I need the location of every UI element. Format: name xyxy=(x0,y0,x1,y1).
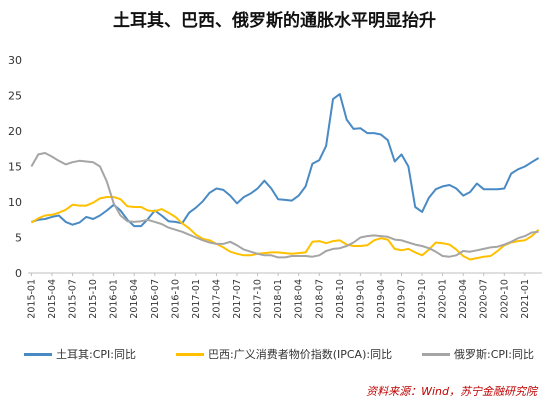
x-tick-label: 2017-07 xyxy=(232,279,243,319)
x-tick-label: 2016-07 xyxy=(150,279,161,319)
y-tick-label: 25 xyxy=(8,90,22,103)
series-line-0 xyxy=(31,93,540,228)
source-note: 资料来源：Wind，苏宁金融研究院 xyxy=(366,385,537,398)
x-tick-label: 2021-01 xyxy=(520,279,531,319)
x-tick-label: 2020-04 xyxy=(458,279,469,319)
legend-label: 俄罗斯:CPI:同比 xyxy=(454,348,534,361)
x-tick-label: 2015-10 xyxy=(88,279,99,319)
x-tick-label: 2018-04 xyxy=(294,279,305,319)
axes: 0 5 10 15 20 25 30 2015-01 2015-04 2015-07 2015-10… xyxy=(8,54,542,319)
legend-item-1: 巴西:广义消费者物价指数(IPCA):同比 xyxy=(176,346,392,362)
x-tick-label: 2015-07 xyxy=(68,279,79,319)
x-tick-label: 2015-01 xyxy=(26,279,37,319)
y-tick-label: 5 xyxy=(15,232,22,245)
x-tick-label: 2018-07 xyxy=(314,279,325,319)
line-chart: 0 5 10 15 20 25 30 2015-01 2015-04 2015-07 2015-10… xyxy=(8,54,542,319)
x-tick-label: 2015-04 xyxy=(47,279,58,319)
legend-swatch xyxy=(176,352,204,356)
series-lines xyxy=(30,93,540,261)
x-tick-label: 2019-01 xyxy=(355,279,366,319)
legend-item-0: 土耳其:CPI:同比 xyxy=(24,346,136,362)
x-tick-label: 2018-01 xyxy=(273,279,284,319)
legend: 土耳其:CPI:同比 巴西:广义消费者物价指数(IPCA):同比 俄罗斯:CPI:同… xyxy=(24,346,544,362)
legend-label: 巴西:广义消费者物价指数(IPCA):同比 xyxy=(208,348,393,361)
x-tick-label: 2017-01 xyxy=(191,279,202,319)
x-tick-label: 2020-07 xyxy=(479,279,490,319)
y-tick-label: 10 xyxy=(8,196,22,209)
legend-swatch xyxy=(422,352,450,356)
y-tick-label: 30 xyxy=(8,54,22,67)
series-line-2 xyxy=(30,152,539,259)
x-tick-label: 2017-10 xyxy=(253,279,264,319)
y-tick-label: 15 xyxy=(8,161,22,174)
legend-label: 土耳其:CPI:同比 xyxy=(56,348,136,361)
x-tick-label: 2018-10 xyxy=(335,279,346,319)
x-tick-label: 2020-01 xyxy=(438,279,449,319)
y-tick-label: 20 xyxy=(8,125,22,138)
y-tick-label: 0 xyxy=(15,267,22,280)
x-tick-label: 2019-07 xyxy=(397,279,408,319)
x-tick-label: 2016-01 xyxy=(109,279,120,319)
x-tick-label: 2019-04 xyxy=(376,279,387,319)
x-tick-label: 2017-04 xyxy=(211,279,222,319)
x-tick-label: 2016-10 xyxy=(170,279,181,319)
legend-swatch xyxy=(24,352,52,356)
x-tick-label: 2016-04 xyxy=(129,279,140,319)
chart-title: 土耳其、巴西、俄罗斯的通胀水平明显抬升 xyxy=(113,11,436,31)
x-tick-label: 2020-10 xyxy=(499,279,510,319)
series-line-1 xyxy=(30,196,540,261)
legend-item-2: 俄罗斯:CPI:同比 xyxy=(422,346,534,362)
x-tick-label: 2019-10 xyxy=(417,279,428,319)
